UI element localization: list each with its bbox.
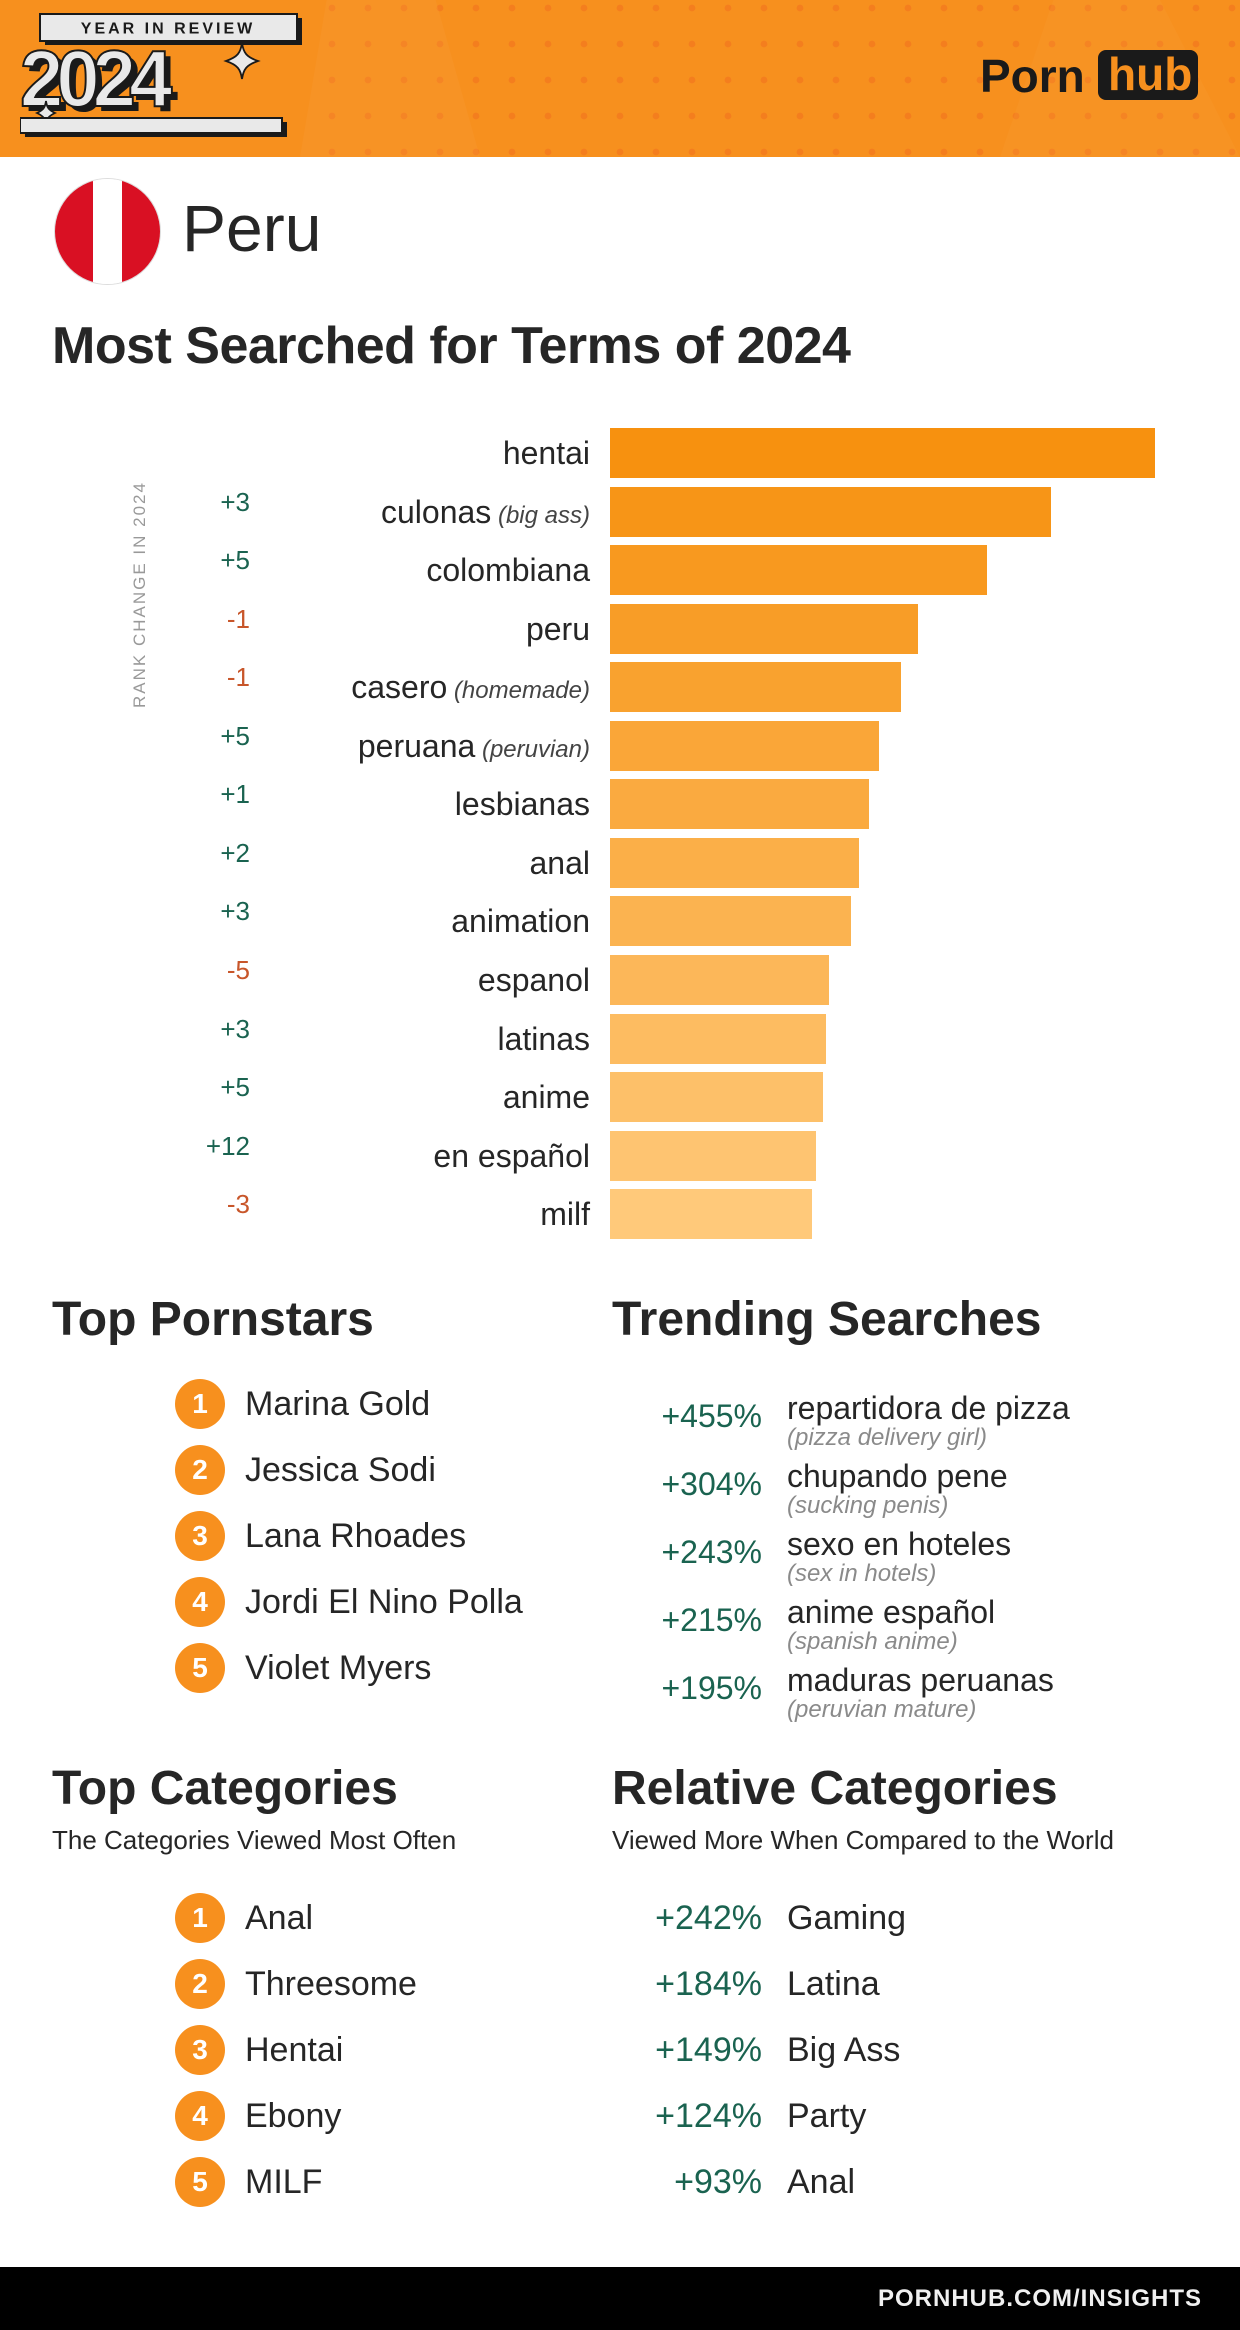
- svg-text:hub: hub: [1108, 48, 1192, 100]
- svg-text:Porn: Porn: [980, 50, 1085, 102]
